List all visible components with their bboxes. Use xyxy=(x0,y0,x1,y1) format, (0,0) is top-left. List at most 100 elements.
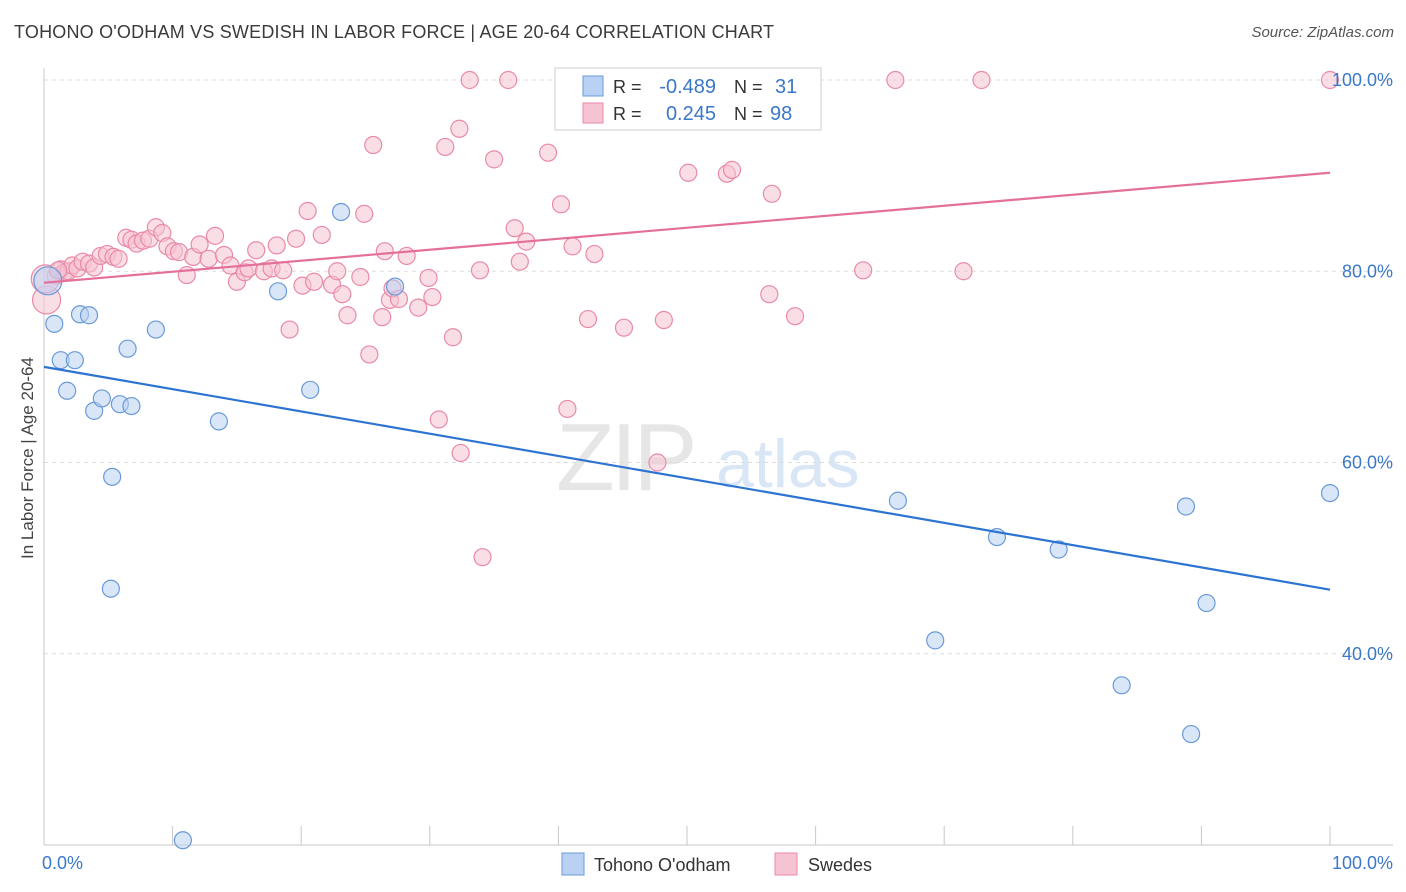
tohono-point-13 xyxy=(122,396,141,416)
swedes-point-48 xyxy=(338,306,357,325)
swedes-point-82 xyxy=(614,318,634,337)
swedes-point-71 xyxy=(499,70,518,90)
swedes-point-37 xyxy=(267,236,286,255)
swedes-point-84 xyxy=(654,310,673,330)
y-tick-labels: 40.0% 60.0% 80.0% 100.0% xyxy=(1332,70,1393,664)
swedes-point-93 xyxy=(954,262,973,281)
y-tick-label-3: 100.0% xyxy=(1332,70,1393,90)
swedes-point-91 xyxy=(854,261,873,280)
x-tick-label-max: 100.0% xyxy=(1332,853,1393,873)
swedes-point-49 xyxy=(351,267,370,287)
swedes-point-60 xyxy=(419,268,438,288)
swedes-point-63 xyxy=(436,137,455,157)
y-tick-label-1: 60.0% xyxy=(1342,453,1393,473)
watermark-zip: ZIP xyxy=(556,404,693,511)
tohono-point-19 xyxy=(331,202,351,222)
swedes-point-50 xyxy=(355,204,374,223)
grid-lines xyxy=(44,79,1393,655)
swedes-point-28 xyxy=(205,226,225,245)
swedes-point-59 xyxy=(409,298,428,317)
tohono-point-4 xyxy=(65,351,84,370)
swedes-point-61 xyxy=(423,287,442,307)
tohono-point-20 xyxy=(385,277,405,296)
swedes-point-51 xyxy=(360,345,379,364)
legend-swatch-blue xyxy=(582,75,604,97)
swedes-point-44 xyxy=(312,225,331,245)
bottom-legend-swatch-blue xyxy=(561,852,585,876)
tohono-point-30 xyxy=(1320,484,1340,503)
bottom-legend-label-swedes: Swedes xyxy=(808,855,872,875)
swedes-point-43 xyxy=(304,272,324,291)
tohono-point-14 xyxy=(146,320,165,339)
legend-n-value-1: 31 xyxy=(775,76,797,98)
bottom-legend: Tohono O'odham Swedes xyxy=(561,852,872,876)
swedes-point-26 xyxy=(190,235,209,254)
legend-r-value-2: 0.245 xyxy=(666,103,716,125)
swedes-point-76 xyxy=(551,195,571,214)
swedes-points xyxy=(30,70,1340,567)
correlation-legend: R = -0.489 N = 31 R = 0.245 N = 98 xyxy=(554,67,822,131)
watermark-atlas: atlas xyxy=(716,426,860,502)
legend-r-label-1: R = xyxy=(613,77,642,97)
swedes-point-54 xyxy=(375,242,394,261)
swedes-point-34 xyxy=(247,241,266,260)
tohono-trend-line xyxy=(43,365,1331,591)
swedes-point-79 xyxy=(578,309,598,329)
legend-r-label-2: R = xyxy=(613,104,642,124)
swedes-point-70 xyxy=(485,150,504,169)
swedes-point-67 xyxy=(460,70,479,90)
swedes-point-68 xyxy=(470,261,490,280)
swedes-point-58 xyxy=(397,246,416,266)
swedes-point-66 xyxy=(451,443,470,463)
swedes-point-69 xyxy=(473,548,492,567)
tohono-point-15 xyxy=(173,831,192,850)
tohono-point-22 xyxy=(888,491,908,510)
tohono-point-28 xyxy=(1182,724,1201,744)
tohono-point-26 xyxy=(1112,676,1131,695)
legend-swatch-pink xyxy=(582,102,604,124)
swedes-point-39 xyxy=(280,320,299,339)
swedes-point-38 xyxy=(274,261,293,280)
tohono-point-27 xyxy=(1176,497,1196,516)
swedes-trend-line xyxy=(43,171,1331,284)
swedes-point-90 xyxy=(785,307,805,326)
tohono-point-10 xyxy=(101,579,120,598)
swedes-point-83 xyxy=(648,453,667,472)
tohono-point-16 xyxy=(209,412,228,431)
swedes-point-62 xyxy=(429,410,448,429)
axes xyxy=(43,68,1393,846)
swedes-point-78 xyxy=(563,237,582,256)
swedes-point-27 xyxy=(199,249,218,268)
swedes-point-95 xyxy=(1320,70,1340,90)
swedes-point-73 xyxy=(510,252,529,271)
tohono-point-6 xyxy=(79,306,99,325)
tohono-point-17 xyxy=(268,282,288,301)
swedes-point-72 xyxy=(505,219,524,238)
x-ticks xyxy=(43,826,1331,845)
tohono-point-18 xyxy=(301,380,320,399)
tohono-point-29 xyxy=(1197,593,1216,613)
swedes-point-88 xyxy=(760,285,779,304)
swedes-point-47 xyxy=(333,285,352,304)
tohono-point-3 xyxy=(58,381,77,400)
chart-title: TOHONO O'ODHAM VS SWEDISH IN LABOR FORCE… xyxy=(14,22,775,42)
swedes-point-92 xyxy=(886,70,905,90)
y-tick-label-2: 80.0% xyxy=(1342,261,1393,281)
tohono-point-1 xyxy=(45,314,64,333)
tohono-point-12 xyxy=(118,339,137,358)
swedes-point-33 xyxy=(239,259,258,278)
tohono-point-9 xyxy=(103,467,122,486)
legend-r-value-1: -0.489 xyxy=(659,76,716,98)
swedes-point-46 xyxy=(328,262,347,281)
swedes-point-77 xyxy=(558,399,577,419)
swedes-point-80 xyxy=(585,244,604,264)
tohono-point-8 xyxy=(92,389,111,408)
source-label: Source: ZipAtlas.com xyxy=(1251,24,1394,41)
legend-n-label-2: N = xyxy=(734,104,763,124)
swedes-point-75 xyxy=(539,143,558,162)
swedes-point-40 xyxy=(286,229,306,248)
tohono-point-23 xyxy=(926,631,945,650)
swedes-point-53 xyxy=(373,308,392,327)
legend-n-value-2: 98 xyxy=(770,103,792,125)
